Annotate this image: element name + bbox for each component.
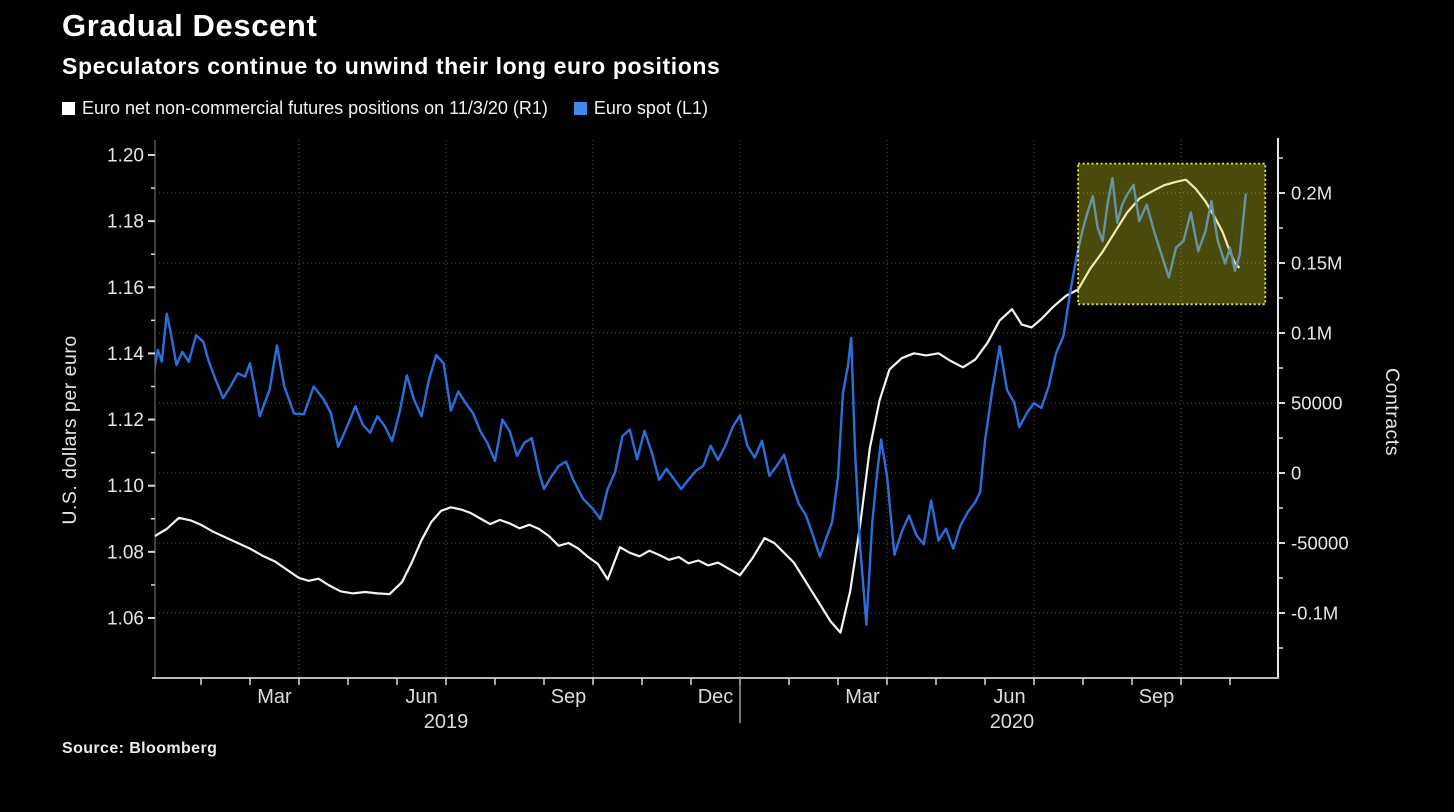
svg-text:2019: 2019	[424, 711, 469, 733]
legend-label-futures: Euro net non-commercial futures position…	[82, 98, 548, 118]
svg-text:-50000: -50000	[1291, 533, 1349, 554]
legend-swatch-white	[62, 102, 75, 115]
svg-text:1.08: 1.08	[107, 542, 144, 563]
source-caption: Source: Bloomberg	[62, 740, 218, 757]
legend-swatch-blue	[573, 102, 587, 115]
svg-text:0.2M: 0.2M	[1291, 183, 1332, 204]
chart-subtitle: Speculators continue to unwind their lon…	[62, 53, 721, 79]
svg-text:2020: 2020	[990, 711, 1035, 733]
chart-legend: Euro net non-commercial futures position…	[62, 98, 734, 119]
series-euro-futures-line	[155, 178, 1240, 634]
svg-text:Dec: Dec	[698, 686, 734, 708]
svg-text:U.S. dollars per euro: U.S. dollars per euro	[59, 335, 81, 524]
legend-label-euro-spot: Euro spot (L1)	[593, 98, 708, 118]
y-axis-left: 1.20 1.18 1.16 1.14 1.12 1.10 1.08 1.06	[107, 146, 155, 629]
svg-text:50000: 50000	[1291, 393, 1342, 414]
svg-text:Sep: Sep	[551, 686, 587, 708]
gridlines	[155, 140, 1278, 678]
svg-text:Mar: Mar	[845, 686, 880, 708]
svg-text:-0.1M: -0.1M	[1291, 603, 1338, 624]
svg-text:1.16: 1.16	[107, 278, 144, 299]
svg-text:Contracts: Contracts	[1381, 368, 1403, 456]
series-euro-spot-line	[155, 176, 1247, 626]
svg-text:0.15M: 0.15M	[1291, 253, 1342, 274]
axis-titles: U.S. dollars per euro Contracts	[59, 335, 1403, 524]
legend-item-futures: Euro net non-commercial futures position…	[62, 98, 548, 119]
svg-text:1.10: 1.10	[107, 476, 144, 497]
svg-text:0.1M: 0.1M	[1291, 323, 1332, 344]
highlight-box	[1077, 162, 1267, 306]
svg-text:1.12: 1.12	[107, 410, 144, 431]
svg-text:1.14: 1.14	[107, 344, 144, 365]
svg-text:Jun: Jun	[993, 686, 1025, 708]
svg-text:Sep: Sep	[1139, 686, 1175, 708]
page-title: Gradual Descent	[62, 8, 318, 43]
svg-text:1.20: 1.20	[107, 146, 144, 167]
svg-text:Jun: Jun	[405, 686, 437, 708]
x-axis: Mar Jun Sep Dec Mar Jun Sep 2019 2020	[200, 678, 1231, 733]
svg-text:Mar: Mar	[257, 686, 292, 708]
legend-item-euro-spot: Euro spot (L1)	[573, 98, 708, 119]
y-axis-right: 0.2M 0.15M 0.1M 50000 0 -50000 -0.1M	[1278, 157, 1349, 649]
svg-text:1.06: 1.06	[107, 608, 144, 629]
svg-text:0: 0	[1291, 463, 1301, 484]
svg-text:1.18: 1.18	[107, 212, 144, 233]
